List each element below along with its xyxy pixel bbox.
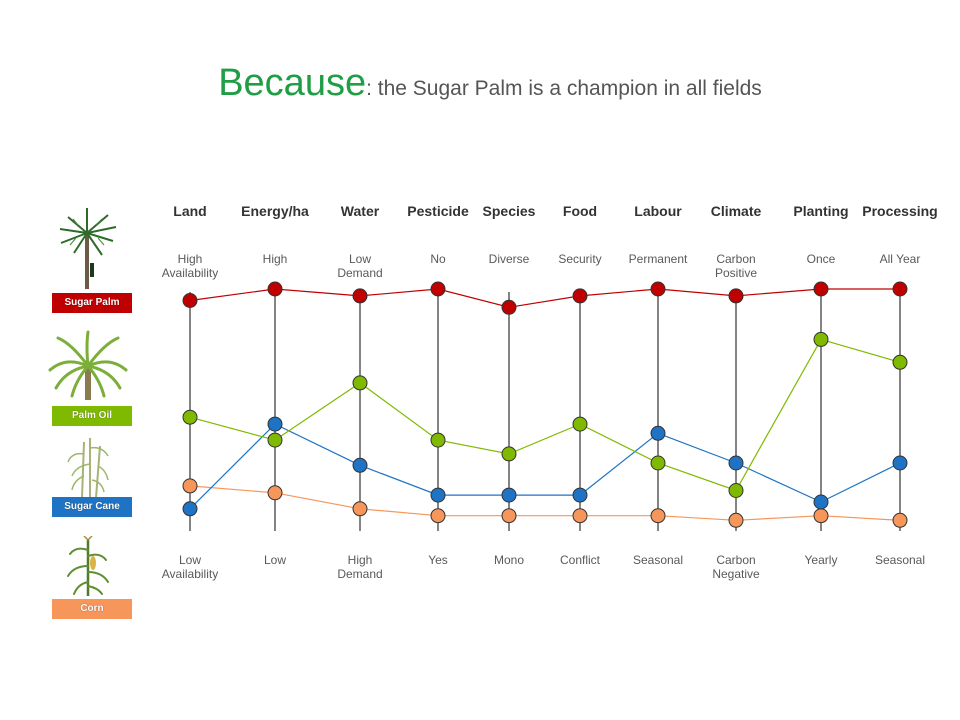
axis-top-label: Security bbox=[558, 252, 601, 266]
data-point-corn bbox=[728, 512, 744, 528]
data-point-palm-oil bbox=[430, 432, 446, 448]
data-point-palm-oil bbox=[813, 331, 829, 347]
data-point-corn bbox=[430, 508, 446, 524]
data-point-sugar-cane bbox=[352, 457, 368, 473]
data-point-sugar-cane bbox=[650, 425, 666, 441]
data-point-sugar-cane bbox=[430, 487, 446, 503]
axis-top-label: Carbon bbox=[716, 252, 755, 266]
axis-title: Planting bbox=[793, 203, 848, 219]
data-point-palm-oil bbox=[352, 375, 368, 391]
axis-bottom-label: Seasonal bbox=[633, 553, 683, 567]
data-point-sugar-palm bbox=[267, 281, 283, 297]
data-point-sugar-cane bbox=[572, 487, 588, 503]
slide-title: Because: the Sugar Palm is a champion in… bbox=[0, 62, 960, 105]
data-point-sugar-cane bbox=[813, 494, 829, 510]
axis-top-label: All Year bbox=[880, 252, 921, 266]
data-point-sugar-cane bbox=[892, 455, 908, 471]
axis-top-label: Availability bbox=[162, 266, 218, 280]
data-point-palm-oil bbox=[728, 483, 744, 498]
legend-sugar-cane: Sugar Cane bbox=[52, 497, 132, 517]
axis-title: Climate bbox=[711, 203, 762, 219]
data-point-sugar-cane bbox=[267, 416, 283, 432]
legend-sugar-palm: Sugar Palm bbox=[52, 293, 132, 313]
axis-top-label: High bbox=[263, 252, 288, 266]
data-point-corn bbox=[813, 508, 829, 524]
axis-bottom-label: Yearly bbox=[805, 553, 838, 567]
axis-title: Pesticide bbox=[407, 203, 469, 219]
sugar-palm-tree-icon bbox=[59, 208, 117, 289]
data-point-sugar-palm bbox=[813, 281, 829, 297]
axis-title: Land bbox=[173, 203, 206, 219]
data-point-sugar-palm bbox=[728, 288, 744, 304]
axis-bottom-label: High bbox=[348, 553, 373, 567]
legend-palm-oil: Palm Oil bbox=[52, 406, 132, 426]
series-line-corn bbox=[189, 485, 901, 521]
data-point-sugar-cane bbox=[728, 455, 744, 471]
data-point-sugar-palm bbox=[182, 293, 198, 308]
data-point-sugar-palm bbox=[572, 288, 588, 304]
axis-bottom-label: Negative bbox=[712, 567, 760, 581]
data-point-sugar-cane bbox=[501, 487, 517, 503]
oil-palm-icon bbox=[48, 330, 128, 400]
data-point-palm-oil bbox=[650, 455, 666, 471]
data-point-palm-oil bbox=[267, 432, 283, 448]
data-point-sugar-palm bbox=[352, 288, 368, 304]
axis-title: Energy/ha bbox=[241, 203, 309, 219]
axis-top-label: Positive bbox=[715, 266, 757, 280]
axis-top-label: High bbox=[178, 252, 203, 266]
axis-top-label: Low bbox=[349, 252, 371, 266]
data-point-palm-oil bbox=[892, 354, 908, 370]
title-main: Because bbox=[218, 62, 367, 104]
legend-corn: Corn bbox=[52, 599, 132, 619]
axis-bottom-label: Availability bbox=[162, 567, 218, 581]
data-point-corn bbox=[892, 512, 908, 528]
axis-bottom-label: Carbon bbox=[716, 553, 755, 567]
data-point-palm-oil bbox=[501, 446, 517, 462]
axis-top-label: Permanent bbox=[629, 252, 688, 266]
axis-top-label: No bbox=[430, 252, 446, 266]
series-line-sugar-cane bbox=[189, 423, 901, 510]
data-point-corn bbox=[182, 478, 198, 494]
data-point-palm-oil bbox=[182, 409, 198, 425]
axis-bottom-label: Low bbox=[264, 553, 286, 567]
axis-bottom-label: Low bbox=[179, 553, 201, 567]
axis-bottom-label: Yes bbox=[428, 553, 448, 567]
series-line-palm-oil bbox=[189, 338, 901, 492]
title-subtitle: : the Sugar Palm is a champion in all fi… bbox=[366, 77, 762, 100]
corn-plant-icon bbox=[67, 536, 109, 596]
sugar-cane-icon bbox=[67, 438, 109, 498]
data-point-sugar-palm bbox=[650, 281, 666, 297]
axis-top-label: Once bbox=[807, 252, 836, 266]
data-point-corn bbox=[572, 508, 588, 524]
data-point-sugar-cane bbox=[182, 501, 198, 517]
axis-title: Labour bbox=[634, 203, 682, 219]
data-point-corn bbox=[650, 508, 666, 524]
data-point-sugar-palm bbox=[501, 299, 517, 315]
series-line-sugar-palm bbox=[189, 288, 900, 308]
data-point-corn bbox=[501, 508, 517, 524]
data-point-palm-oil bbox=[572, 416, 588, 432]
data-point-sugar-palm bbox=[892, 281, 908, 297]
axis-bottom-label: Seasonal bbox=[875, 553, 925, 567]
axis-title: Species bbox=[483, 203, 536, 219]
axis-bottom-label: Demand bbox=[337, 567, 382, 581]
axis-title: Processing bbox=[862, 203, 937, 219]
axis-title: Food bbox=[563, 203, 597, 219]
axis-top-label: Diverse bbox=[489, 252, 530, 266]
data-point-corn bbox=[352, 501, 368, 517]
axis-title: Water bbox=[341, 203, 380, 219]
axis-top-label: Demand bbox=[337, 266, 382, 280]
axis-bottom-label: Mono bbox=[494, 553, 524, 567]
data-point-corn bbox=[267, 485, 283, 501]
data-point-sugar-palm bbox=[430, 281, 446, 297]
axis-bottom-label: Conflict bbox=[560, 553, 601, 567]
